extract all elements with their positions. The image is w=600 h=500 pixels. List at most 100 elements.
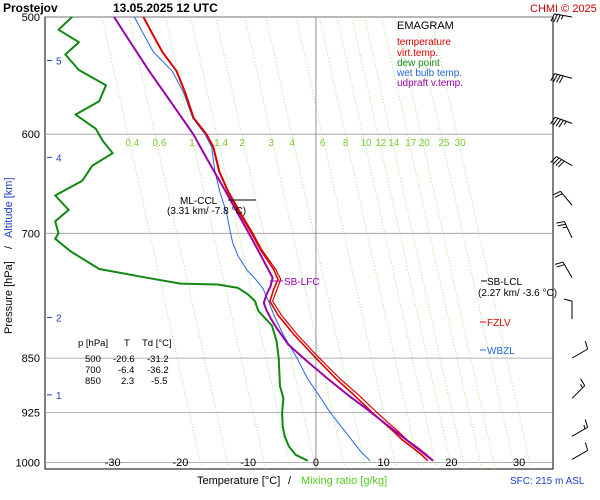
mixing-ratio-line [190, 16, 291, 470]
mixing-ratio-line [430, 16, 532, 470]
mixing-ratio-label: 0.4 [125, 138, 139, 149]
y-axis-title-altitude: Altitude [km] [3, 177, 15, 238]
wind-barb [552, 190, 573, 206]
sb-lcl-values: (2.27 km/ -3.6 °C) [478, 288, 557, 299]
pressure-tick-label: 600 [22, 129, 40, 141]
x-tick-label: 30 [513, 457, 525, 469]
legend-temperature: temperature [397, 37, 451, 48]
legend-dew-point: dew point [397, 58, 440, 69]
level-table: p [hPa] T Td [°C] 500 -20.6 -31.2 700 -6… [78, 338, 172, 387]
mixing-ratio-line [414, 16, 516, 470]
wind-barb-feather [584, 341, 589, 350]
wind-barb-staff [563, 221, 573, 239]
mixing-ratio-label: 30 [455, 138, 467, 149]
mixing-ratio-line [128, 16, 230, 470]
mixing-ratio-labels: 0.4 0.6 1 1.4 2 3 4 6 8 10 12 14 17 20 25 30 [125, 138, 466, 149]
legend: EMAGRAM temperature virt.temp. dew point… [396, 20, 463, 89]
pressure-tick-label: 700 [22, 228, 40, 240]
wind-barb-feather [554, 193, 563, 198]
annotation-fzlv: FZLV [480, 318, 511, 329]
x-axis-title-mixing: Mixing ratio [g/kg] [301, 475, 387, 487]
wind-barb-staff [571, 449, 588, 460]
credit: CHMI © 2025 [530, 3, 597, 15]
wind-barb [550, 73, 573, 84]
mixing-ratio-line [394, 16, 496, 470]
mixing-ratio-label: 1.4 [214, 138, 228, 149]
x-tick-label: 10 [378, 457, 390, 469]
mixing-ratio-line [336, 16, 438, 470]
wind-barb [571, 378, 586, 399]
wind-barb-staff [571, 348, 588, 359]
wind-barb-feather [553, 14, 558, 23]
wind-barb [556, 221, 573, 239]
profile-series [54, 16, 434, 462]
mixing-ratio-line [244, 16, 346, 470]
wind-barb-feather [553, 74, 558, 82]
wind-barb-half-feather [562, 226, 568, 229]
table-cell: 850 [85, 376, 101, 387]
x-axis-ticks: -30 -20 -10 0 10 20 30 [105, 457, 525, 469]
x-tick-label: -10 [240, 457, 256, 469]
mixing-ratio-label: 10 [360, 138, 372, 149]
x-tick-label: 20 [445, 457, 457, 469]
mixing-ratio-line [318, 16, 420, 470]
x-tick-label: -30 [105, 457, 121, 469]
wind-barb [571, 419, 589, 437]
legend-wet-bulb: wet bulb temp. [396, 68, 462, 79]
legend-updraft: udpraft v.temp. [397, 78, 463, 89]
legend-virt-temp: virt.temp. [397, 48, 438, 59]
station-name: Prostejov [3, 1, 58, 15]
table-header-td: Td [°C] [142, 338, 172, 349]
mixing-ratio-lines [101, 16, 532, 470]
mixing-ratio-line [364, 16, 466, 470]
wind-barb-feather [550, 156, 557, 163]
annotation-sb-lcl: SB-LCL (2.27 km/ -3.6 °C) [478, 277, 557, 299]
wind-barb [571, 442, 589, 460]
wind-barb [550, 156, 573, 168]
series-temperature [142, 16, 429, 462]
altitude-axis-ticks: 5 4 2 1 [47, 56, 62, 402]
sb-lfc-label: SB-LFC [284, 277, 320, 288]
wind-barbs [550, 13, 589, 460]
table-cell: -20.6 [113, 354, 135, 365]
series-updraft [113, 16, 434, 462]
table-cell: 500 [85, 354, 101, 365]
plot-frame [44, 16, 554, 470]
pressure-tick-label: 1000 [16, 458, 40, 470]
pressure-tick-label: 850 [22, 353, 40, 365]
mixing-ratio-line [215, 16, 317, 470]
wind-barb-feather [555, 159, 562, 166]
y-axis-separator: / [3, 245, 15, 249]
table-cell: -36.2 [147, 365, 169, 376]
wind-barb-feather [563, 298, 573, 302]
annotation-wbzl: WBZL [480, 346, 515, 357]
mixing-ratio-label: 6 [320, 138, 326, 149]
wind-barb-feather [556, 14, 561, 23]
wind-barb-feather [584, 442, 589, 451]
mixing-ratio-line [381, 16, 482, 470]
mixing-ratio-label: 14 [388, 138, 400, 149]
wind-barb-feather [552, 117, 559, 126]
wind-barb-half-feather [583, 424, 586, 429]
mixing-ratio-label: 3 [268, 138, 274, 149]
wind-barb [550, 116, 573, 128]
wind-barb-feather [557, 223, 566, 227]
y-axis-title: Pressure [hPa] / Altitude [km] [3, 177, 15, 334]
mixing-ratio-label: 25 [438, 138, 450, 149]
wind-barb-feather [555, 119, 562, 127]
wind-barb [554, 261, 573, 278]
wind-barb [563, 298, 573, 320]
mixing-ratio-label: 0.6 [153, 138, 167, 149]
series-dew-point [54, 16, 309, 462]
altitude-tick-label: 5 [56, 56, 62, 67]
mixing-ratio-line [101, 16, 203, 470]
wind-barb-half-feather [561, 15, 564, 20]
mixing-ratio-line [295, 16, 397, 470]
wind-barb-feather [555, 74, 561, 83]
altitude-tick-label: 1 [56, 391, 62, 402]
pressure-gridlines [45, 16, 553, 464]
x-tick-label: -20 [173, 457, 189, 469]
wind-barb-feather [584, 419, 589, 428]
wind-barb-feather [550, 13, 555, 22]
